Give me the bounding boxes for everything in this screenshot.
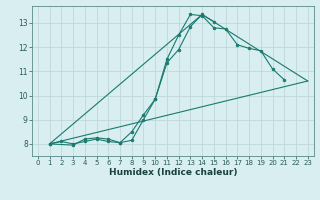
X-axis label: Humidex (Indice chaleur): Humidex (Indice chaleur) xyxy=(108,168,237,177)
